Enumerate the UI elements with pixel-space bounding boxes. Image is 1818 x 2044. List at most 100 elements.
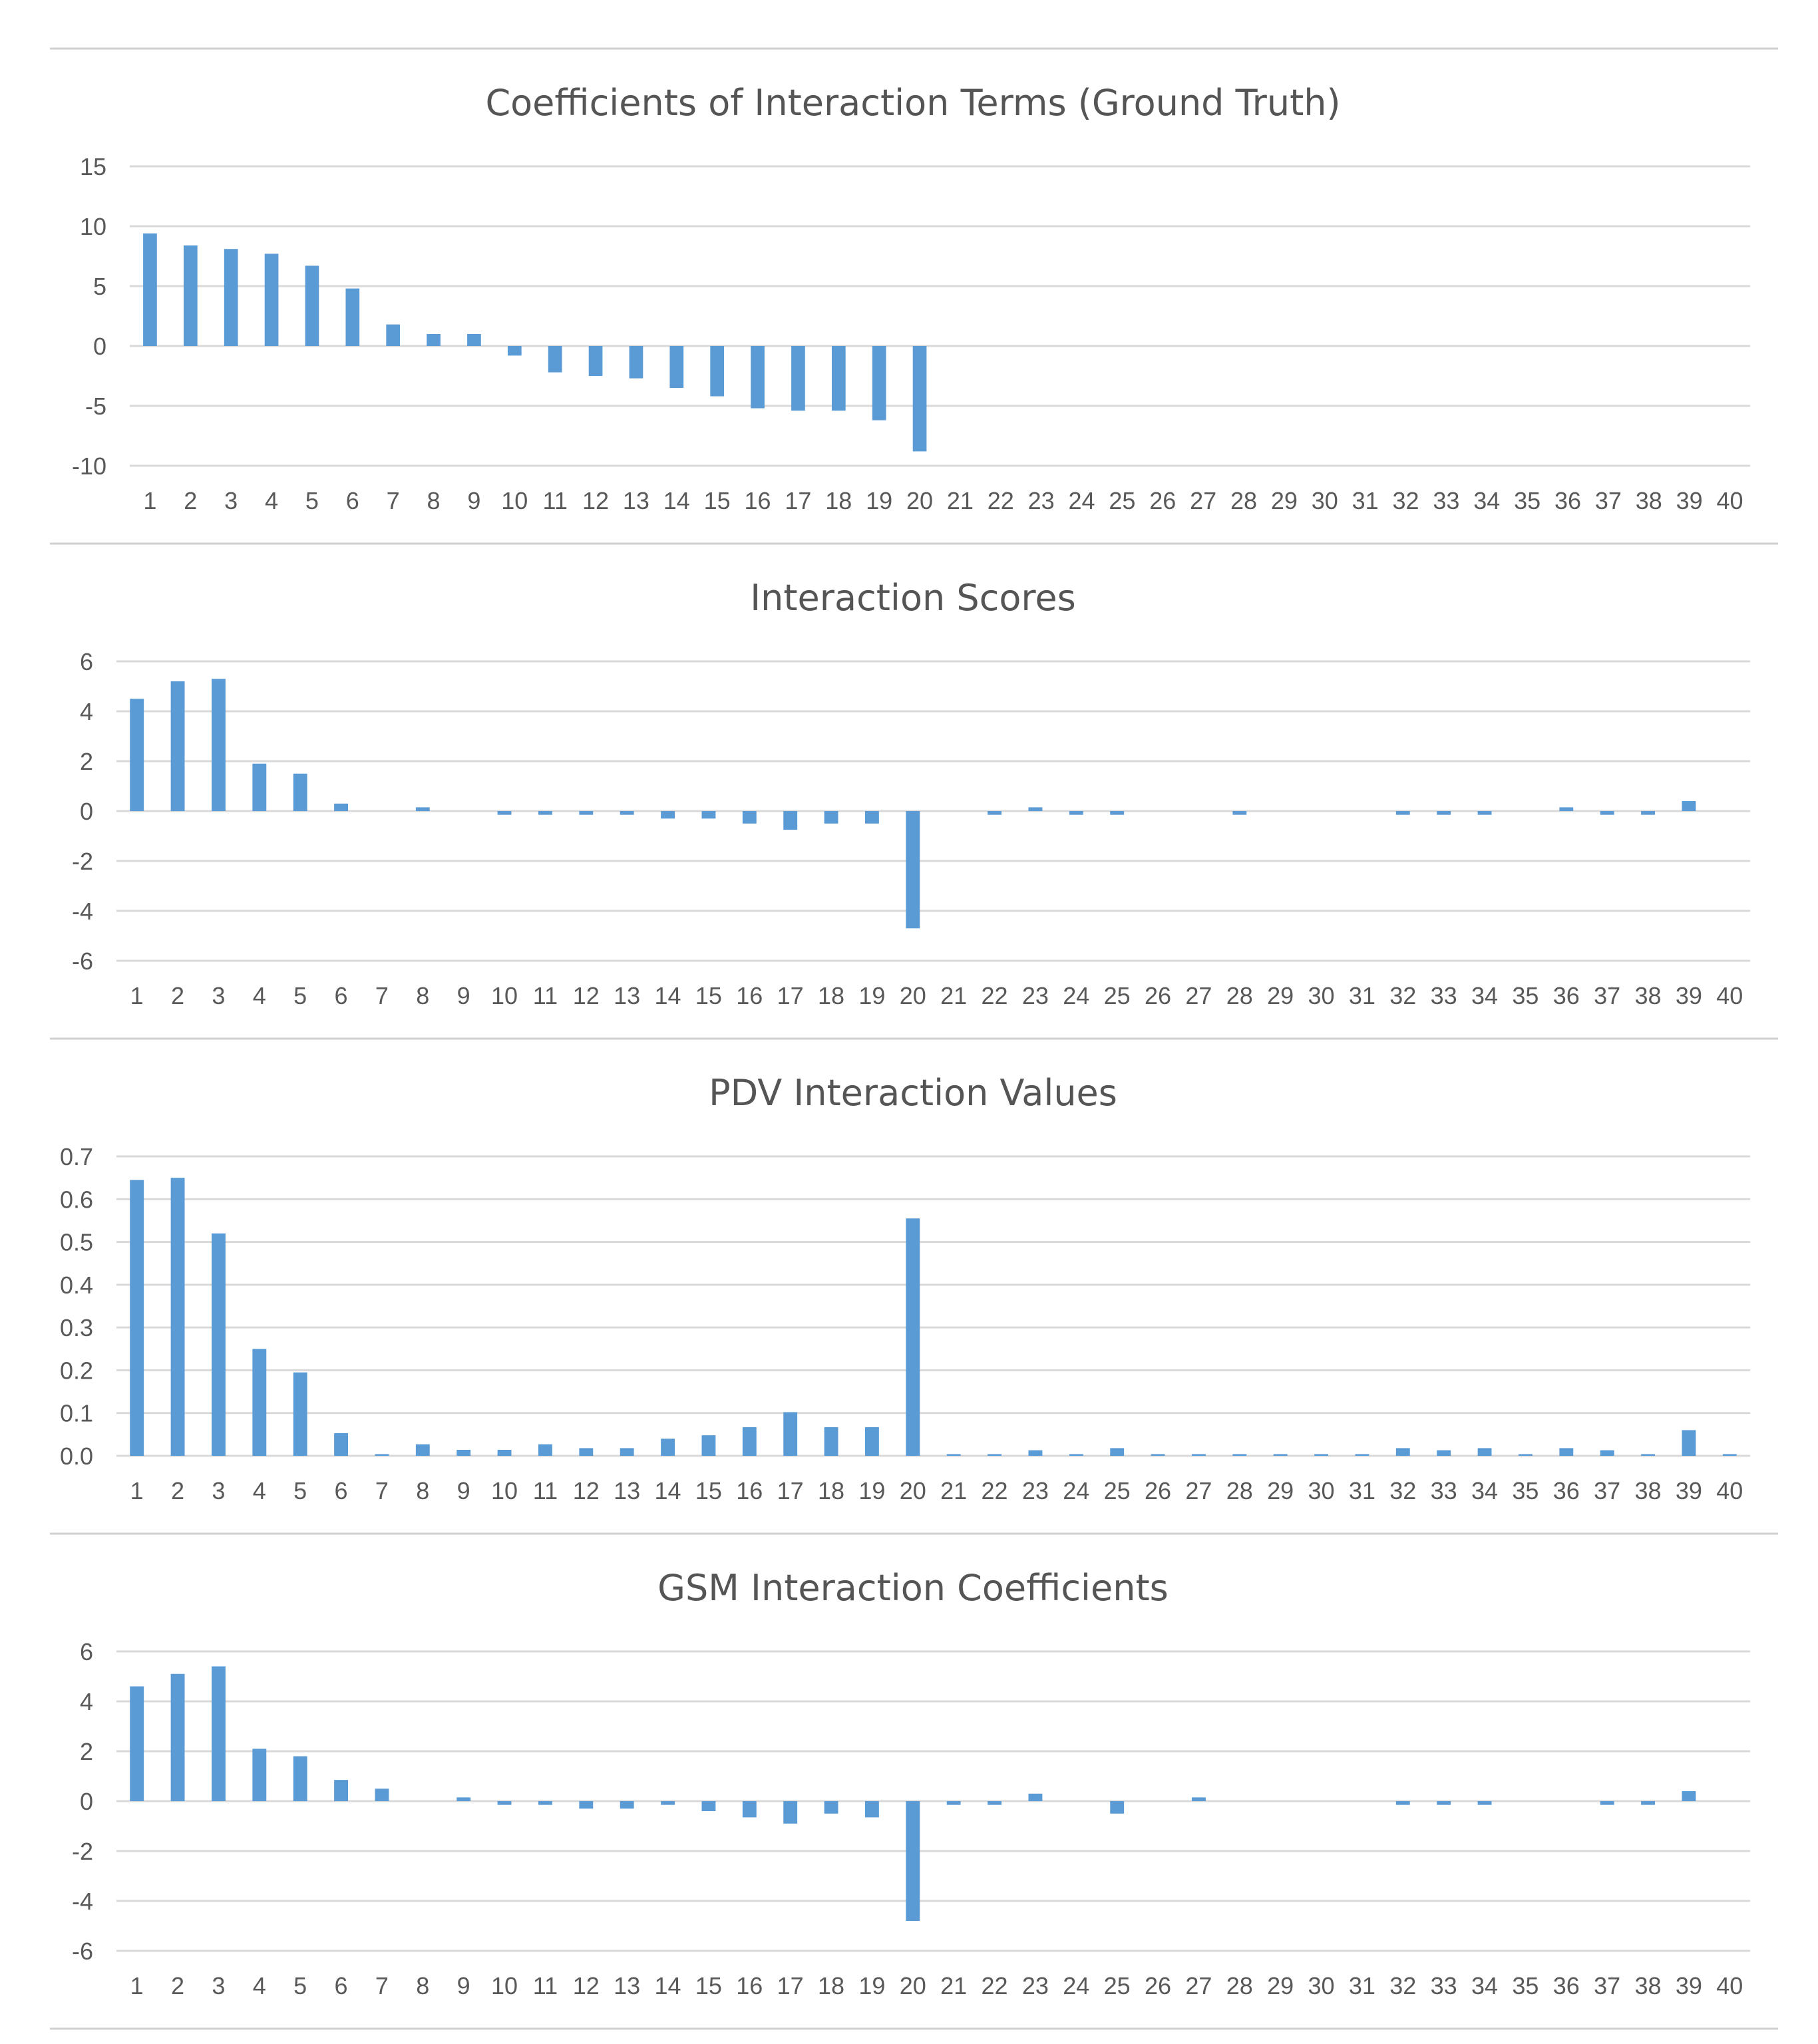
- bar-11: [538, 1801, 552, 1805]
- y-tick-label: 15: [80, 153, 106, 180]
- x-tick-label: 29: [1267, 1972, 1294, 1999]
- bar-25: [1110, 1448, 1125, 1456]
- chart-pdv-interaction-values: PDV Interaction Values 0.0 0.1 0.2 0.3 0.4 0.…: [60, 1072, 1750, 1504]
- bar-23: [1028, 1793, 1043, 1801]
- bar-11: [548, 346, 562, 373]
- x-tick-label: 39: [1676, 1477, 1702, 1504]
- x-tick-label: 28: [1230, 487, 1257, 514]
- bar-34: [1477, 1448, 1492, 1456]
- x-tick-label: 11: [533, 1972, 558, 1999]
- bar-37: [1600, 811, 1614, 815]
- x-tick-label: 23: [1022, 982, 1049, 1009]
- x-tick-label: 17: [777, 1477, 804, 1504]
- bar-25: [1110, 1801, 1125, 1814]
- x-tick-label: 5: [293, 1972, 307, 1999]
- bar-13: [620, 1801, 634, 1809]
- bar-37: [1600, 1450, 1614, 1456]
- bar-6: [345, 288, 360, 346]
- x-tick-label: 34: [1471, 982, 1498, 1009]
- bar-37: [1600, 1801, 1614, 1805]
- bar-27: [1192, 1797, 1206, 1801]
- bar-16: [742, 1427, 757, 1456]
- bar-6: [334, 1433, 348, 1456]
- x-tick-label: 8: [416, 1477, 429, 1504]
- bar-30: [1314, 1454, 1328, 1456]
- bar-8: [415, 1444, 430, 1456]
- x-tick-label: 23: [1028, 487, 1055, 514]
- bar-17: [783, 1801, 798, 1824]
- x-tick-label: 34: [1471, 1972, 1498, 1999]
- x-tick-label: 35: [1512, 982, 1539, 1009]
- x-tick-label: 14: [655, 1972, 681, 1999]
- x-tick-label: 4: [253, 982, 266, 1009]
- chart-title: GSM Interaction Coefficients: [657, 1567, 1169, 1609]
- bar-39: [1682, 1430, 1696, 1456]
- x-tick-label: 32: [1389, 982, 1416, 1009]
- bar-19: [865, 1801, 879, 1818]
- y-tick-label: 0.0: [60, 1443, 93, 1470]
- x-tick-label: 28: [1226, 982, 1253, 1009]
- x-tick-label: 3: [212, 1972, 225, 1999]
- x-tick-label: 11: [533, 982, 558, 1009]
- y-tick-label: -5: [85, 393, 106, 420]
- x-tick-label: 26: [1145, 1477, 1171, 1504]
- x-tick-label: 22: [982, 1477, 1008, 1504]
- bar-10: [497, 1450, 512, 1456]
- x-tick-label: 31: [1349, 1477, 1375, 1504]
- x-tick-label: 12: [573, 982, 600, 1009]
- bar-17: [783, 811, 798, 830]
- x-tick-label: 10: [491, 1477, 518, 1504]
- bar-29: [1273, 1454, 1288, 1456]
- bar-8: [427, 334, 441, 346]
- y-tick-label: -6: [72, 1938, 93, 1965]
- bar-18: [831, 346, 846, 411]
- x-tick-label: 2: [171, 1972, 184, 1999]
- bar-16: [742, 1801, 757, 1818]
- x-tick-label: 1: [130, 1972, 144, 1999]
- bar-21: [946, 1454, 961, 1456]
- y-tick-label: 4: [80, 1688, 93, 1715]
- bar-5: [293, 1756, 307, 1801]
- bar-10: [497, 811, 512, 815]
- y-tick-label: 0.7: [60, 1143, 93, 1170]
- x-tick-label: 38: [1635, 982, 1662, 1009]
- x-tick-label: 17: [777, 982, 804, 1009]
- x-tick-label: 27: [1185, 982, 1212, 1009]
- bar-2: [170, 1178, 185, 1456]
- x-tick-label: 16: [736, 1972, 763, 1999]
- x-tick-label: 25: [1109, 487, 1135, 514]
- bar-7: [386, 324, 401, 346]
- bar-19: [872, 346, 886, 421]
- x-tick-label: 32: [1389, 1972, 1416, 1999]
- x-tick-label: 39: [1676, 982, 1702, 1009]
- x-tick-label: 35: [1512, 1972, 1539, 1999]
- bar-39: [1682, 1791, 1696, 1801]
- x-tick-label: 10: [491, 982, 518, 1009]
- x-tick-label: 5: [293, 1477, 307, 1504]
- bar-28: [1232, 811, 1247, 815]
- x-tick-label: 31: [1349, 982, 1375, 1009]
- x-tick-label: 31: [1349, 1972, 1375, 1999]
- bar-7: [375, 1788, 389, 1801]
- x-tick-label: 13: [614, 1477, 640, 1504]
- bar-33: [1437, 811, 1451, 815]
- bar-36: [1559, 1448, 1574, 1456]
- bar-15: [701, 1801, 716, 1811]
- x-tick-label: 28: [1226, 1972, 1253, 1999]
- x-tick-label: 12: [573, 1972, 600, 1999]
- x-tick-label: 18: [825, 487, 852, 514]
- x-tick-label: 1: [130, 1477, 144, 1504]
- x-tick-label: 13: [623, 487, 649, 514]
- bar-18: [824, 1427, 838, 1456]
- x-tick-label: 6: [346, 487, 359, 514]
- y-tick-label: 4: [80, 698, 93, 725]
- bar-6: [334, 803, 348, 811]
- x-tick-label: 21: [940, 982, 967, 1009]
- x-tick-label: 38: [1635, 1477, 1662, 1504]
- bar-38: [1641, 1454, 1655, 1456]
- bar-10: [507, 346, 522, 356]
- x-tick-label: 24: [1063, 1972, 1089, 1999]
- x-tick-label: 19: [866, 487, 892, 514]
